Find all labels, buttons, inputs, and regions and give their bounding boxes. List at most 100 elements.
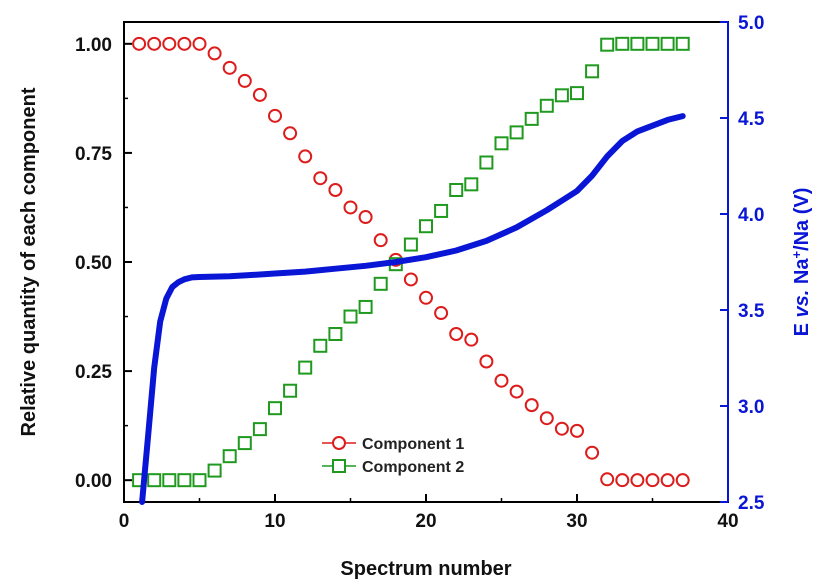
component-1-point — [675, 473, 690, 488]
y2-axis-title-prefix: E — [791, 317, 813, 336]
x-tick-label: 30 — [566, 511, 587, 532]
y2-axis-title-italic: vs. — [791, 290, 813, 318]
x-tick-label: 40 — [717, 511, 738, 532]
component-1-point — [615, 473, 630, 488]
x-axis-title: Spectrum number — [340, 558, 511, 580]
x-tick-label: 10 — [264, 511, 285, 532]
y-tick-label: 0.00 — [75, 471, 112, 492]
component-1-point — [554, 421, 569, 436]
component-1-point — [237, 73, 252, 88]
y2-axis-title-suffix: /Na (V) — [791, 188, 813, 251]
component-1-point — [177, 36, 192, 51]
component-2-point — [675, 36, 690, 51]
component-2-point — [252, 422, 267, 437]
y2-axis-title: E vs. Na+/Na (V) — [789, 188, 814, 337]
component-1-point — [147, 36, 162, 51]
component-1-point — [298, 149, 313, 164]
component-1-point — [252, 87, 267, 102]
component-1-point — [570, 423, 584, 438]
x-axis-ticks: 0 10 20 30 40 — [119, 494, 739, 532]
component-2-point — [585, 64, 600, 79]
series-1 — [132, 36, 690, 488]
component-2-point — [162, 473, 177, 488]
y-axis-title: Relative quantity of each component — [18, 87, 40, 436]
y2-tick-label: 4.0 — [738, 205, 764, 226]
legend-marker-component-2 — [332, 459, 346, 473]
component-1-point — [313, 171, 328, 186]
component-1-point — [479, 354, 494, 369]
y2-tick-label: 5.0 — [738, 13, 764, 34]
component-1-point — [509, 384, 524, 399]
component-2-point — [615, 36, 630, 51]
component-1-point — [660, 473, 675, 488]
component-2-point — [464, 177, 479, 192]
component-1-point — [132, 36, 147, 51]
component-1-point — [494, 373, 509, 388]
component-1-point — [645, 473, 660, 488]
component-2-point — [177, 473, 192, 488]
component-1-point — [283, 126, 298, 141]
y2-tick-label: 3.5 — [738, 301, 765, 322]
series-layer — [132, 36, 690, 505]
component-1-point — [600, 472, 615, 487]
legend-label-component-2: Component 2 — [362, 459, 464, 476]
component-1-point — [539, 411, 554, 426]
component-1-point — [207, 46, 222, 61]
component-2-point — [509, 125, 524, 140]
component-2-point — [328, 327, 343, 341]
component-1-point — [630, 473, 645, 488]
component-1-point — [585, 445, 600, 460]
y-tick-label: 1.00 — [75, 35, 112, 56]
component-1-point — [419, 290, 433, 305]
component-2-point — [449, 183, 464, 197]
component-1-point — [358, 210, 373, 225]
component-2-point — [434, 203, 449, 218]
component-2-point — [600, 37, 615, 52]
component-2-point — [630, 36, 645, 51]
series-0 — [132, 36, 690, 488]
legend-entry-component-2: Component 2 — [322, 459, 464, 476]
component-2-point — [660, 36, 675, 51]
component-1-point — [403, 272, 418, 287]
component-2-point — [419, 219, 433, 234]
component-2-point — [570, 86, 584, 101]
plot-frame — [123, 21, 729, 503]
y-tick-label: 0.75 — [75, 144, 112, 165]
component-1-point — [524, 398, 539, 413]
component-2-point — [645, 36, 660, 51]
component-2-point — [147, 473, 162, 488]
y2-tick-label: 2.5 — [738, 493, 765, 514]
component-1-point — [222, 60, 237, 75]
component-2-point — [494, 136, 509, 151]
y-tick-label: 0.25 — [75, 362, 112, 383]
component-1-point — [449, 327, 464, 341]
legend-label-component-1: Component 1 — [362, 436, 464, 453]
y2-axis-ticks: 2.5 3.0 3.5 4.0 4.5 5.0 — [720, 13, 765, 514]
component-2-point — [524, 111, 539, 126]
component-2-point — [298, 360, 313, 375]
component-1-point — [464, 332, 479, 347]
x-tick-label: 0 — [119, 511, 130, 532]
component-2-point — [403, 237, 418, 252]
y2-tick-label: 3.0 — [738, 397, 764, 418]
component-1-point — [268, 108, 282, 123]
component-1-point — [328, 183, 343, 197]
component-2-point — [539, 98, 554, 113]
legend: Component 1 Component 2 — [322, 436, 464, 476]
component-2-point — [192, 473, 207, 488]
component-2-point — [268, 401, 282, 416]
legend-marker-component-1 — [332, 436, 346, 450]
component-1-point — [434, 306, 449, 321]
component-2-point — [237, 436, 252, 451]
y2-axis-title-sup: + — [789, 251, 804, 259]
component-1-point — [343, 200, 358, 215]
component-2-point — [222, 449, 237, 464]
y2-axis-title-mid: Na — [791, 258, 813, 290]
y2-tick-label: 4.5 — [738, 109, 765, 130]
series-2 — [139, 113, 686, 505]
potential-curve — [139, 113, 686, 505]
y-tick-label: 0.50 — [75, 253, 112, 274]
legend-entry-component-1: Component 1 — [322, 436, 464, 453]
component-1-point — [373, 233, 388, 248]
